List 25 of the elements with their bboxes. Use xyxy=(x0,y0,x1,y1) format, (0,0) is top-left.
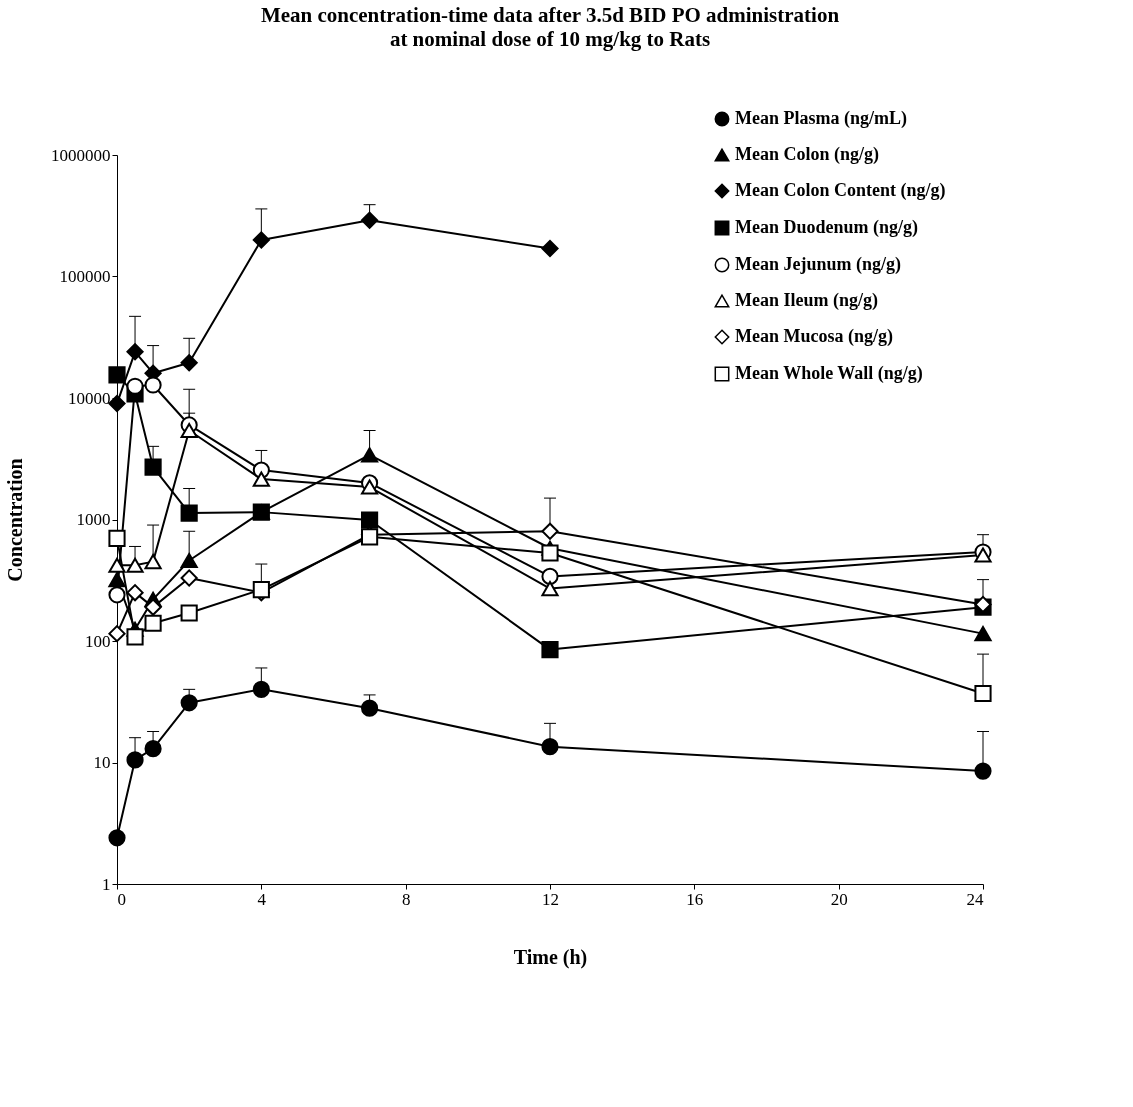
x-tick-label: 16 xyxy=(686,889,704,909)
y-axis-title: Concentration xyxy=(4,458,26,582)
legend-label: Mean Colon Content (ng/g) xyxy=(735,180,946,201)
legend-label: Mean Whole Wall (ng/g) xyxy=(735,363,923,384)
y-tick-label: 100 xyxy=(85,631,111,651)
y-tick-label: 10 xyxy=(93,753,111,772)
legend-label: Mean Plasma (ng/mL) xyxy=(735,108,907,129)
x-tick-label: 20 xyxy=(830,889,848,909)
y-tick-label: 1 xyxy=(102,874,111,894)
legend-label: Mean Ileum (ng/g) xyxy=(735,290,878,311)
y-tick-label: 1000 xyxy=(76,510,111,529)
x-tick-label: 24 xyxy=(966,889,984,909)
y-tick-label: 100000 xyxy=(59,267,111,286)
legend-label: Mean Duodenum (ng/g) xyxy=(735,217,919,238)
legend-label: Mean Mucosa (ng/g) xyxy=(735,326,893,347)
x-tick-label: 0 xyxy=(117,889,126,909)
x-tick-label: 12 xyxy=(542,889,559,909)
chart-title: Mean concentration-time data after 3.5d BID PO administration at nominal dose of 10 mg/kg to Rats xyxy=(260,3,840,51)
x-axis-title: Time (h) xyxy=(513,945,588,969)
legend-label: Mean Colon (ng/g) xyxy=(735,144,880,165)
y-tick-label: 10000 xyxy=(68,388,111,408)
y-tick-label: 1000000 xyxy=(51,145,111,165)
x-tick-label: 4 xyxy=(257,889,267,909)
legend-label: Mean Jejunum (ng/g) xyxy=(735,254,901,275)
x-tick-label: 8 xyxy=(401,889,411,909)
